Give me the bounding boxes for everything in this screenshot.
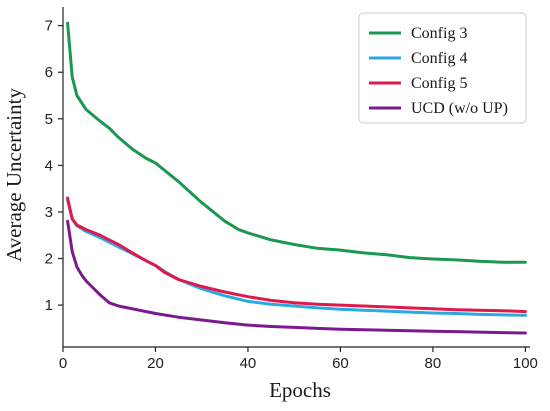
x-tick-label: 0: [59, 355, 67, 372]
series-line-ucd-w-o-up: [66, 219, 527, 335]
x-tick-label: 60: [332, 355, 349, 372]
series-lines: [66, 21, 527, 335]
y-tick-label: 1: [45, 297, 53, 314]
y-tick-label: 7: [45, 18, 53, 35]
y-tick-label: 3: [45, 204, 53, 221]
legend: Config 3 Config 4 Config 5 UCD (w/o UP): [358, 12, 527, 124]
legend-box: [358, 12, 527, 124]
y-tick-label: 5: [45, 111, 53, 128]
x-tick-label: 80: [425, 355, 442, 372]
series-line-config-3: [66, 21, 527, 264]
x-tick-label: 20: [147, 355, 164, 372]
legend-label-config-3: Config 3: [411, 25, 467, 42]
legend-entries: Config 3 Config 4 Config 5 UCD (w/o UP): [369, 25, 508, 117]
x-axis-title: Epochs: [269, 378, 331, 402]
legend-label-ucd-w-o-up: UCD (w/o UP): [411, 100, 508, 117]
x-axis-ticks: 0 20 40 60 80 100: [59, 347, 538, 372]
y-tick-label: 6: [45, 64, 53, 81]
y-axis-ticks: 1 2 3 4 5 6 7: [45, 18, 63, 314]
series-line-config-4: [66, 198, 527, 317]
y-tick-label: 4: [45, 157, 53, 174]
legend-label-config-4: Config 4: [411, 50, 467, 67]
legend-label-config-5: Config 5: [411, 75, 467, 92]
x-tick-label: 40: [240, 355, 257, 372]
series-line-config-5: [66, 196, 527, 314]
y-axis-title: Average Uncertainty: [2, 88, 26, 262]
x-tick-label: 100: [513, 355, 538, 372]
y-tick-label: 2: [45, 251, 53, 268]
